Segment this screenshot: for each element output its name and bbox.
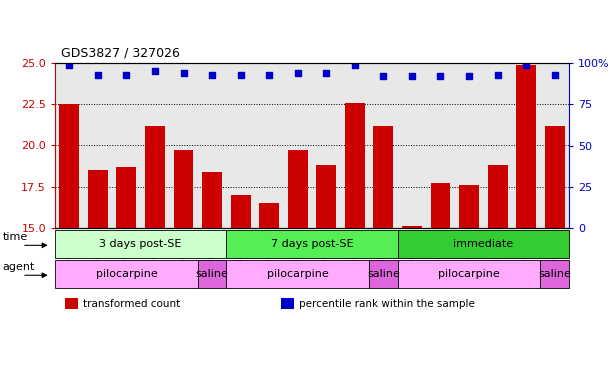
Point xyxy=(350,61,360,68)
Point xyxy=(407,73,417,79)
Bar xyxy=(259,203,279,228)
Point xyxy=(521,61,531,68)
Text: pilocarpine: pilocarpine xyxy=(267,269,329,279)
Bar xyxy=(545,126,565,228)
Bar xyxy=(59,104,79,228)
Text: 3 days post-SE: 3 days post-SE xyxy=(100,239,182,249)
Bar xyxy=(398,260,541,288)
Bar xyxy=(116,167,136,228)
Bar xyxy=(345,103,365,228)
Point xyxy=(464,73,474,79)
Bar xyxy=(516,65,536,228)
Text: 7 days post-SE: 7 days post-SE xyxy=(271,239,353,249)
Text: pilocarpine: pilocarpine xyxy=(95,269,157,279)
Bar xyxy=(55,260,198,288)
Point xyxy=(293,70,302,76)
Point xyxy=(492,71,502,78)
Bar xyxy=(316,165,336,228)
Point xyxy=(550,71,560,78)
Bar xyxy=(398,230,569,258)
Bar xyxy=(541,260,569,288)
Bar xyxy=(488,165,508,228)
Bar xyxy=(230,195,251,228)
Point xyxy=(93,71,103,78)
Bar xyxy=(459,185,479,228)
Bar xyxy=(288,151,308,228)
Point xyxy=(64,61,74,68)
Bar xyxy=(174,151,194,228)
Text: saline: saline xyxy=(367,269,400,279)
Bar xyxy=(55,230,226,258)
Bar xyxy=(198,260,226,288)
Text: saline: saline xyxy=(538,269,571,279)
Point xyxy=(436,73,445,79)
Text: time: time xyxy=(3,232,28,242)
Bar xyxy=(373,126,393,228)
Bar xyxy=(226,260,369,288)
Text: saline: saline xyxy=(196,269,229,279)
Bar xyxy=(145,126,165,228)
Text: GDS3827 / 327026: GDS3827 / 327026 xyxy=(61,46,180,59)
Text: transformed count: transformed count xyxy=(83,299,180,309)
Text: pilocarpine: pilocarpine xyxy=(438,269,500,279)
Point xyxy=(265,71,274,78)
Point xyxy=(178,70,188,76)
Bar xyxy=(431,184,450,228)
Bar xyxy=(369,260,398,288)
Point xyxy=(321,70,331,76)
Point xyxy=(207,71,217,78)
Text: percentile rank within the sample: percentile rank within the sample xyxy=(299,299,475,309)
Bar xyxy=(226,230,398,258)
Bar xyxy=(88,170,108,228)
Point xyxy=(378,73,388,79)
Bar xyxy=(202,172,222,228)
Bar xyxy=(281,298,294,310)
Bar xyxy=(402,226,422,228)
Point xyxy=(150,68,160,74)
Point xyxy=(122,71,131,78)
Point xyxy=(236,71,246,78)
Bar xyxy=(65,298,78,310)
Text: agent: agent xyxy=(3,262,35,272)
Text: immediate: immediate xyxy=(453,239,513,249)
